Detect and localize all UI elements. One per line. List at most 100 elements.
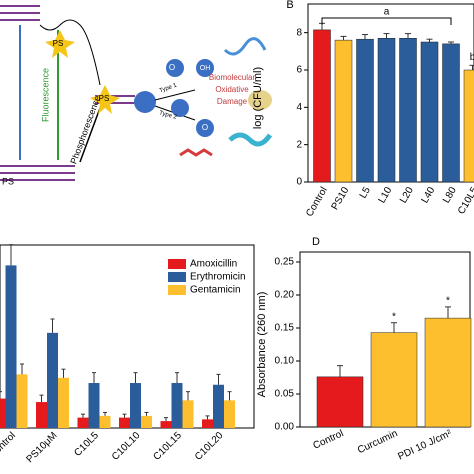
arrow (79, 107, 101, 163)
annotation: * (392, 311, 396, 322)
x-tick-label: Control (312, 428, 346, 452)
x-tick-label: Curcumin (356, 428, 399, 456)
bar (182, 400, 194, 428)
diagram-label: Type 1 (159, 82, 179, 94)
energy-level (0, 12, 40, 14)
arrow (154, 89, 196, 101)
annotation: * (446, 296, 450, 307)
x-tick-label: L10 (377, 185, 395, 205)
bar (171, 383, 183, 428)
y-tick-label: 0.05 (275, 389, 295, 400)
biomolecule (179, 148, 213, 157)
diagram (0, 5, 273, 181)
diagram-label: OH (200, 65, 211, 72)
wavy-arrow (39, 19, 101, 86)
energy-level (0, 165, 75, 167)
bar (5, 265, 17, 428)
x-tick-label: L40 (420, 185, 438, 205)
bar (119, 417, 130, 428)
y-tick-label: 2 (296, 139, 302, 150)
bar (356, 38, 374, 183)
legend-label: Amoxicillin (190, 259, 237, 270)
x-tick-label: PDI 10 J/cm² (396, 428, 454, 463)
energy-level (0, 19, 40, 21)
ros (196, 59, 214, 77)
x-tick-label: C10L5 (72, 430, 101, 459)
x-tick-label: C10L15 (151, 430, 184, 463)
bar (0, 398, 6, 428)
x-tick-label: C10L20 (193, 430, 226, 463)
diagram-label: Biomolecular (209, 73, 256, 82)
bar (88, 383, 100, 428)
ps-star (90, 85, 120, 114)
ros (171, 99, 189, 117)
energy-level (95, 95, 135, 97)
legend-swatch (168, 285, 186, 295)
bar (36, 402, 47, 428)
diagram-label: O (202, 123, 208, 132)
y-tick-label: 0 (296, 177, 302, 188)
ros (196, 119, 214, 137)
diagram-label: Type 2 (158, 110, 178, 121)
annotation: a (384, 7, 390, 18)
bar (16, 374, 28, 428)
diagram-label: Phosphorescence (68, 94, 102, 165)
energy-level (0, 179, 75, 181)
bar (370, 332, 418, 428)
biomolecule (228, 132, 273, 147)
bar (316, 376, 364, 428)
oxygen (134, 91, 156, 113)
panel-label: D (312, 236, 320, 248)
diagram-label: O (169, 63, 175, 72)
biomolecule (223, 37, 267, 56)
energy-level (95, 102, 135, 104)
legend-label: Erythromicin (190, 272, 246, 283)
bar (463, 69, 474, 183)
bar (160, 421, 172, 428)
bar (58, 377, 69, 428)
bar (420, 41, 439, 183)
membrane (248, 90, 272, 110)
y-tick-label: 8 (296, 27, 302, 38)
bar (334, 39, 353, 183)
y-axis-label: Absorbance (260 nm) (256, 292, 268, 398)
energy-level (0, 172, 75, 174)
legend-label: Gentamicin (190, 285, 241, 296)
x-tick-label: L20 (398, 185, 416, 205)
bar (399, 38, 417, 183)
x-tick-label: L5 (358, 185, 373, 201)
x-tick-label: C10L5 (456, 185, 474, 216)
diagram-label: Fluorescence (40, 68, 50, 122)
ps-star (45, 30, 75, 58)
x-tick-label: ontrol (0, 430, 18, 455)
diagram-label: Damage (217, 97, 248, 106)
bracket (321, 17, 452, 25)
ros (166, 59, 184, 77)
energy-level (0, 5, 40, 7)
diagram-label: PS (2, 176, 14, 186)
y-tick-label: 6 (296, 65, 302, 76)
x-tick-label: L80 (441, 185, 459, 205)
x-tick-label: Control (304, 185, 330, 218)
bar (377, 38, 396, 183)
bar (424, 317, 472, 428)
bar (130, 383, 141, 428)
diagram-label: PS (99, 94, 110, 103)
diagram-label: PS (53, 39, 64, 48)
y-tick-label: 0.10 (275, 356, 295, 367)
bar (99, 415, 111, 428)
bar (224, 400, 235, 428)
bar (442, 43, 460, 183)
bar (213, 384, 224, 428)
y-tick-label: 0.20 (275, 290, 295, 301)
legend-swatch (168, 259, 186, 269)
y-tick-label: 4 (296, 102, 302, 113)
legend-swatch (168, 272, 186, 282)
bar (77, 417, 89, 428)
y-axis-label: log (CFU/ml) (252, 67, 264, 129)
bar (202, 419, 213, 428)
x-tick-label: C10L10 (110, 430, 143, 463)
bar (47, 332, 58, 428)
